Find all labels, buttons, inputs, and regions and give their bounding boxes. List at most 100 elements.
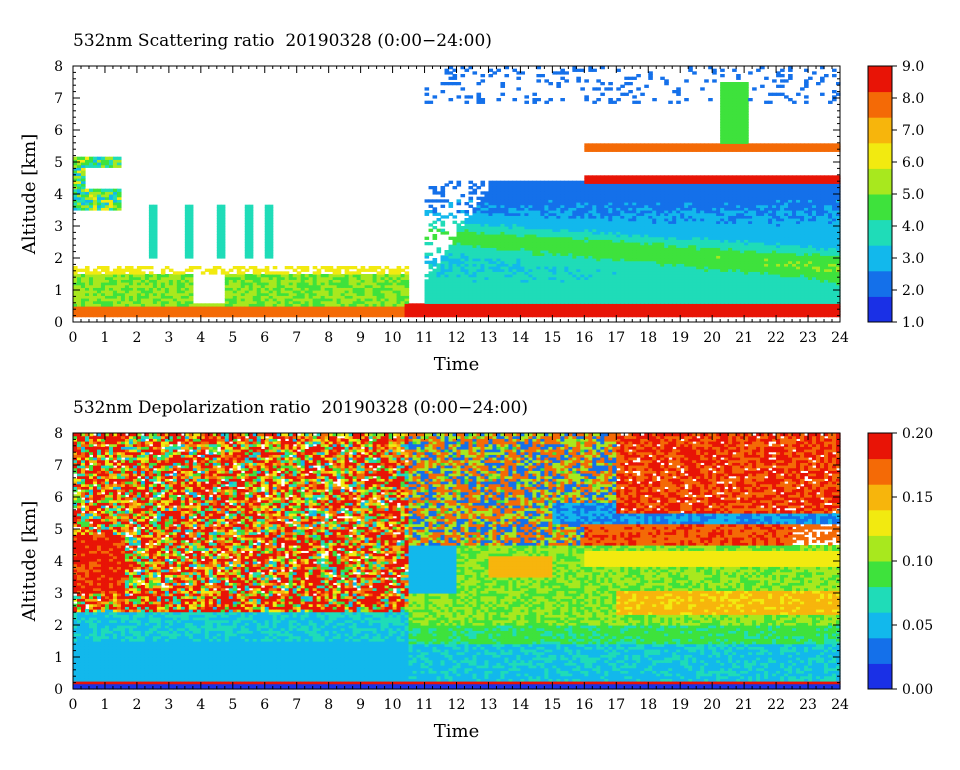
x-tick-label: 12: [448, 330, 466, 346]
x-tick-label: 14: [512, 330, 530, 346]
x-tick-label: 2: [132, 330, 141, 346]
x-tick-label: 13: [480, 330, 498, 346]
x-tick-label: 20: [703, 697, 721, 713]
colorbar-segment: [868, 271, 892, 297]
colorbar-segment: [868, 92, 892, 118]
x-tick-label: 7: [292, 697, 301, 713]
x-tick-label: 14: [512, 697, 530, 713]
y-tick-label: 7: [54, 91, 63, 107]
colorbar-segment: [868, 459, 892, 485]
x-tick-label: 20: [703, 330, 721, 346]
colorbar-tick-label: 4.0: [902, 219, 924, 235]
x-tick-label: 11: [416, 697, 434, 713]
x-tick-label: 16: [575, 330, 593, 346]
y-tick-label: 3: [54, 586, 63, 602]
x-tick-label: 7: [292, 330, 301, 346]
colorbar-tick-label: 9.0: [902, 59, 924, 75]
colorbar-segment: [868, 535, 892, 561]
colorbar-segment: [868, 587, 892, 613]
heatmap-cells: [73, 433, 841, 690]
colorbar-segment: [868, 194, 892, 220]
y-tick-label: 5: [54, 522, 63, 538]
x-tick-label: 16: [575, 697, 593, 713]
x-tick-label: 22: [767, 697, 785, 713]
colorbar-segment: [868, 484, 892, 510]
colorbar-segment: [868, 561, 892, 587]
x-tick-label: 17: [607, 330, 625, 346]
x-tick-label: 4: [196, 697, 205, 713]
x-tick-label: 1: [100, 330, 109, 346]
x-tick-label: 5: [228, 697, 237, 713]
x-tick-label: 13: [480, 697, 498, 713]
colorbar-tick-label: 5.0: [902, 187, 924, 203]
colorbar: 0.00 0.05 0.10 0.15 0.20: [868, 426, 933, 698]
colorbar-tick-label: 0.20: [902, 426, 933, 442]
x-tick-label: 12: [448, 697, 466, 713]
x-tick-label: 21: [735, 697, 753, 713]
y-tick-label: 7: [54, 458, 63, 474]
x-tick-label: 15: [543, 330, 561, 346]
x-tick-label: 18: [639, 330, 657, 346]
y-tick-label: 4: [54, 187, 63, 203]
y-tick-label: 8: [54, 59, 63, 75]
colorbar-tick-label: 0.15: [902, 490, 933, 506]
colorbar-segment: [868, 220, 892, 246]
x-tick-label: 8: [324, 330, 333, 346]
x-tick-label: 10: [384, 330, 402, 346]
x-tick-label: 8: [324, 697, 333, 713]
colorbar-tick-label: 6.0: [902, 155, 924, 171]
x-tick-label: 6: [260, 330, 269, 346]
colorbar-tick-label: 0.10: [902, 554, 933, 570]
x-tick-label: 9: [356, 330, 365, 346]
colorbar: 1.0 2.0 3.0 4.0 5.0 6.0 7.0 8.0 9.0: [868, 59, 924, 331]
x-tick-label: 22: [767, 330, 785, 346]
colorbar-segment: [868, 296, 892, 322]
y-tick-label: 8: [54, 426, 63, 442]
x-tick-label: 24: [831, 330, 849, 346]
x-tick-label: 19: [671, 330, 689, 346]
colorbar-tick-label: 2.0: [902, 283, 924, 299]
x-tick-label: 11: [416, 330, 434, 346]
x-tick-label: 19: [671, 697, 689, 713]
x-tick-label: 23: [799, 697, 817, 713]
colorbar-tick-label: 0.05: [902, 618, 933, 634]
x-tick-label: 23: [799, 330, 817, 346]
y-tick-label: 3: [54, 219, 63, 235]
colorbar-tick-label: 1.0: [902, 315, 924, 331]
x-tick-label: 5: [228, 330, 237, 346]
y-tick-label: 2: [54, 251, 63, 267]
colorbar-tick-label: 8.0: [902, 91, 924, 107]
chart-1-plot: 0 1 2 3 4 5 6 7 8 9 10 11 12 13 14 15 16 17 18 19 20 21 22 23 24…: [19, 59, 924, 375]
y-tick-label: 5: [54, 155, 63, 171]
x-axis-label: Time: [434, 354, 479, 375]
colorbar-tick-label: 7.0: [902, 123, 924, 139]
y-tick-label: 4: [54, 554, 63, 570]
y-axis-label: Altitude [km]: [19, 501, 40, 623]
colorbar-segment: [868, 510, 892, 536]
colorbar-segment: [868, 245, 892, 271]
x-tick-label: 17: [607, 697, 625, 713]
y-tick-label: 0: [54, 315, 63, 331]
x-tick-label: 4: [196, 330, 205, 346]
x-tick-label: 15: [543, 697, 561, 713]
x-tick-label: 24: [831, 697, 849, 713]
colorbar-tick-label: 0.00: [902, 682, 933, 698]
colorbar-segment: [868, 663, 892, 689]
x-tick-label: 10: [384, 697, 402, 713]
x-tick-label: 0: [69, 697, 78, 713]
colorbar-segment: [868, 433, 892, 459]
y-axis-label: Altitude [km]: [19, 134, 40, 256]
colorbar-segment: [868, 117, 892, 143]
y-tick-label: 1: [54, 650, 63, 666]
colorbar-tick-label: 3.0: [902, 251, 924, 267]
colorbar-segment: [868, 66, 892, 92]
colorbar-segment: [868, 143, 892, 169]
y-tick-label: 6: [54, 123, 63, 139]
x-tick-label: 9: [356, 697, 365, 713]
x-tick-label: 6: [260, 697, 269, 713]
y-tick-label: 0: [54, 682, 63, 698]
y-tick-label: 6: [54, 490, 63, 506]
x-tick-label: 3: [164, 330, 173, 346]
